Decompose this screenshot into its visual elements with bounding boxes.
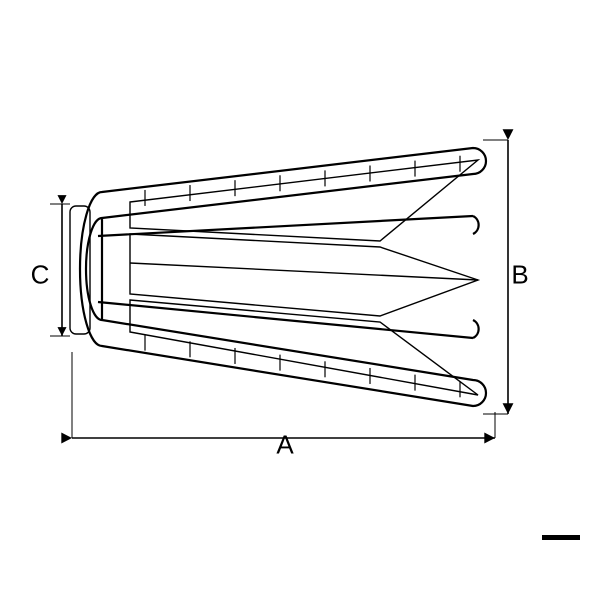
corner-mark [542, 535, 580, 540]
dim-label-c: C [31, 260, 50, 291]
dim-label-b: B [511, 260, 528, 291]
dim-label-a: A [276, 430, 293, 461]
diagram-svg [0, 0, 600, 600]
diagram-stage: A B C [0, 0, 600, 600]
